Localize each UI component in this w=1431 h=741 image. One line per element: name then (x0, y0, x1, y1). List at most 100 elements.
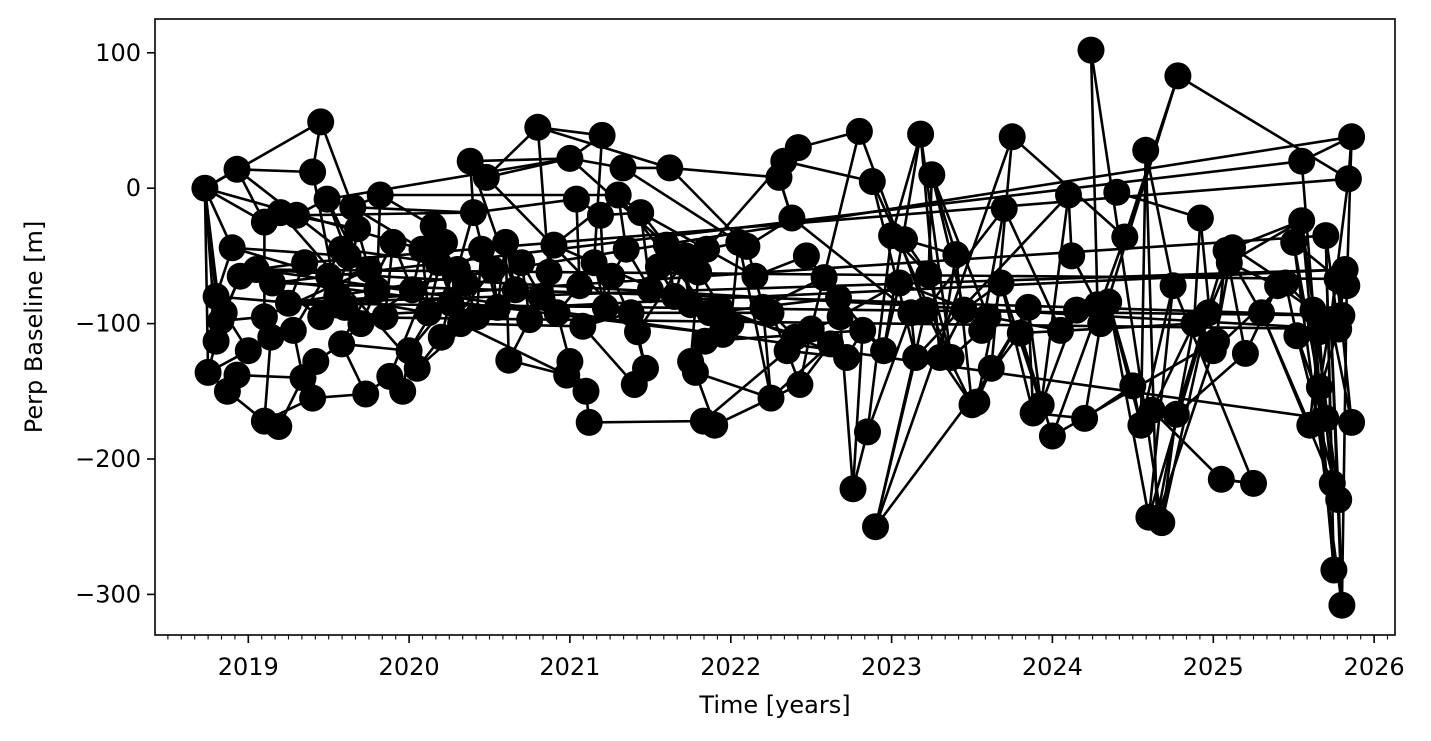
acquisition-point (1312, 404, 1340, 432)
acquisition-point (849, 316, 877, 344)
acquisition-point (501, 276, 529, 304)
acquisition-point (588, 121, 616, 149)
acquisition-point (459, 199, 487, 227)
acquisition-point (604, 181, 632, 209)
acquisition-point (685, 258, 713, 286)
pair-edge (1039, 194, 1070, 405)
acquisition-point (484, 293, 512, 321)
acquisition-point (870, 337, 898, 365)
acquisition-point (907, 120, 935, 148)
acquisition-point (427, 323, 455, 351)
acquisition-point (833, 344, 861, 371)
acquisition-point (1077, 36, 1105, 64)
pair-edge (866, 235, 893, 433)
pair-edge (1107, 301, 1151, 518)
pair-edge (589, 419, 704, 424)
acquisition-point (451, 269, 479, 297)
acquisition-point (302, 348, 330, 375)
pair-edge (927, 174, 934, 275)
pair-edge (256, 268, 1339, 331)
acquisition-point (911, 296, 939, 324)
acquisition-point (918, 161, 946, 189)
acquisition-point (1312, 222, 1340, 250)
acquisition-point (862, 513, 889, 541)
acquisition-point (366, 181, 394, 209)
acquisition-point (468, 235, 495, 263)
acquisition-point (915, 261, 943, 289)
x-tick-label: 2022 (700, 653, 761, 681)
pair-edge (669, 166, 780, 179)
acquisition-point (598, 262, 626, 290)
acquisition-point (1186, 204, 1214, 232)
acquisition-point (1280, 228, 1308, 256)
acquisition-point (1194, 299, 1222, 327)
pair-edge (486, 157, 571, 179)
pair-edge (702, 349, 788, 423)
acquisition-point (299, 384, 327, 412)
acquisition-point (1047, 316, 1074, 344)
acquisition-point (1325, 486, 1353, 514)
x-axis-label: Time [years] (698, 691, 850, 719)
acquisition-point (307, 303, 335, 331)
x-tick-label: 2020 (379, 653, 440, 681)
acquisition-point (572, 377, 600, 405)
acquisition-point (472, 163, 500, 191)
acquisition-point (307, 108, 335, 136)
acquisition-point (644, 253, 672, 281)
acquisition-point (902, 344, 930, 371)
acquisition-point (328, 330, 356, 358)
x-tick-label: 2025 (1183, 653, 1244, 681)
pair-edge (1155, 340, 1218, 520)
y-axis-label: Perp Baseline [m] (20, 221, 48, 434)
acquisition-point (566, 272, 594, 300)
pair-edge (938, 254, 958, 358)
pair-edge (714, 383, 801, 427)
pair-edge (352, 205, 474, 214)
acquisition-point (1014, 293, 1042, 321)
acquisition-point (1240, 469, 1267, 497)
acquisition-point (1164, 62, 1192, 90)
pair-edge (809, 131, 861, 330)
acquisition-point (447, 310, 475, 338)
acquisition-point (379, 228, 407, 256)
x-axis-ticks: 2019 2020 2021 2022 2023 2024 2025 2026 (167, 635, 1405, 681)
y-tick-label: 100 (95, 39, 141, 67)
acquisition-point (1162, 400, 1190, 428)
acquisition-point (839, 475, 867, 503)
pair-edge (204, 120, 322, 190)
acquisition-point (632, 354, 659, 382)
acquisition-point (569, 312, 597, 340)
pair-edge (1177, 74, 1350, 180)
acquisition-point (636, 276, 664, 304)
acquisition-point (1095, 288, 1123, 316)
acquisition-point (315, 262, 343, 290)
acquisition-point (1272, 269, 1300, 297)
acquisition-point (656, 154, 684, 182)
acquisition-point (1058, 242, 1086, 270)
acquisition-point (1071, 404, 1099, 432)
acquisition-point (223, 155, 251, 183)
acquisition-point (950, 296, 978, 324)
acquisition-point (1283, 322, 1311, 350)
acquisition-point (963, 388, 991, 416)
x-tick-label: 2019 (218, 653, 279, 681)
acquisition-point (424, 249, 452, 277)
acquisition-point (1328, 591, 1356, 619)
acquisition-point (1325, 315, 1353, 343)
acquisition-point (1063, 296, 1091, 324)
pair-edge (470, 157, 570, 163)
acquisition-point (942, 241, 970, 269)
acquisition-point (218, 234, 246, 262)
pair-edge (263, 337, 273, 422)
acquisition-point (826, 303, 854, 331)
acquisition-point (1148, 509, 1176, 537)
pair-edge (553, 193, 619, 247)
acquisition-point (328, 235, 356, 263)
acquisition-point (562, 185, 590, 213)
acquisition-point (1111, 223, 1139, 251)
acquisition-point (291, 249, 319, 277)
acquisition-point (1320, 556, 1348, 584)
pair-edge (866, 312, 913, 433)
pair-edge (1324, 235, 1336, 571)
acquisition-point (937, 344, 965, 371)
